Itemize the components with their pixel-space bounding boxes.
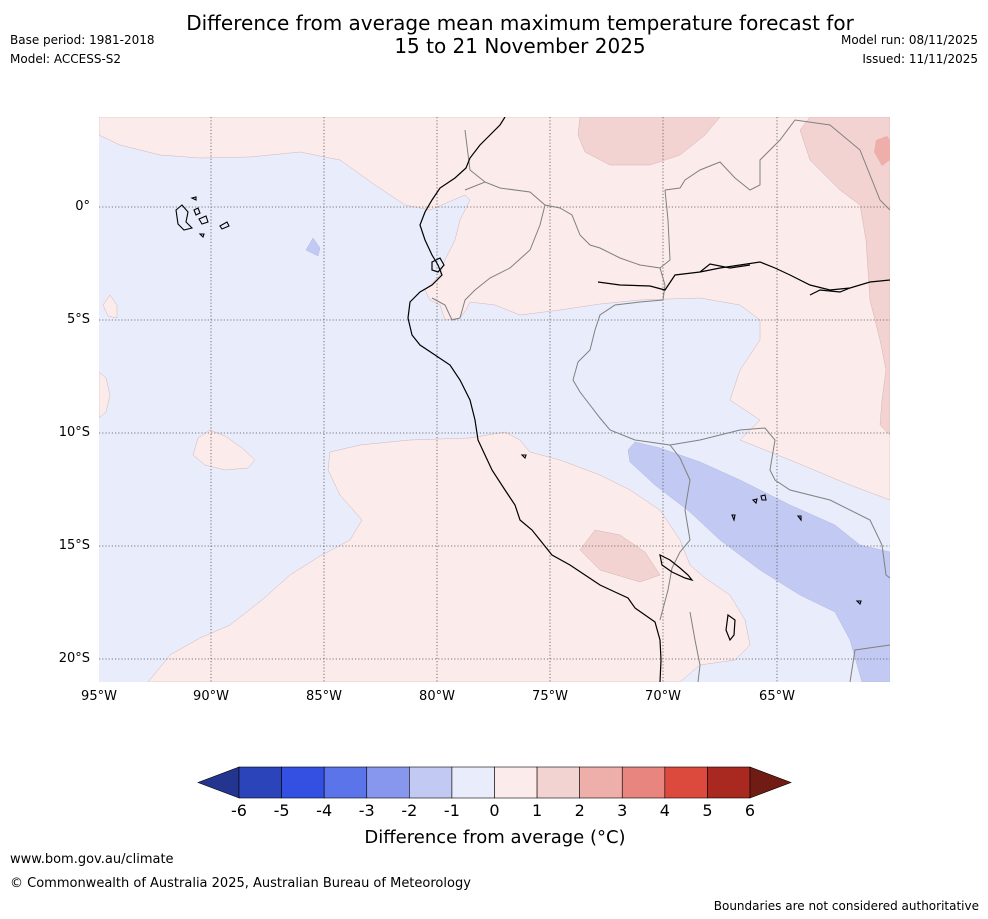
anomaly-warm3-spot xyxy=(874,136,890,166)
x-tick-label: 70°W xyxy=(645,689,681,704)
x-tick-label: 85°W xyxy=(306,689,342,704)
colorbar-segment xyxy=(451,766,495,799)
colorbar-extend-high xyxy=(749,766,792,799)
boundary-disclaimer: Boundaries are not considered authoritat… xyxy=(713,899,979,913)
anomaly-cool-spot xyxy=(305,237,321,257)
anomaly-warm-region-north xyxy=(99,117,890,501)
colorbar-tick-label: 2 xyxy=(574,801,585,820)
colorbar-tick-label: 0 xyxy=(489,801,500,820)
colorbar-segment xyxy=(707,766,751,799)
title-line-1: Difference from average mean maximum tem… xyxy=(186,11,854,35)
colorbar-segment xyxy=(366,766,410,799)
title-line-2: 15 to 21 November 2025 xyxy=(394,34,646,58)
colorbar-segment xyxy=(579,766,623,799)
anomaly-cool-region xyxy=(627,441,890,682)
chart-title: Difference from average mean maximum tem… xyxy=(150,12,890,58)
anomaly-warm-patch xyxy=(192,429,256,471)
colorbar-segment xyxy=(281,766,325,799)
colorbar-segment xyxy=(494,766,538,799)
colorbar-extend-low xyxy=(197,766,240,799)
x-tick-label: 80°W xyxy=(419,689,455,704)
coastlines xyxy=(407,117,890,682)
colorbar-segment xyxy=(621,766,666,799)
colorbar-segment xyxy=(238,766,282,799)
colorbar-label: Difference from average (°C) xyxy=(364,827,626,848)
website-link[interactable]: www.bom.gov.au/climate xyxy=(10,852,174,867)
colorbar-tick-label: -2 xyxy=(401,801,418,820)
colorbar-tick-label: 5 xyxy=(702,801,713,820)
x-tick-label: 95°W xyxy=(81,689,117,704)
colorbar-tick-label: -4 xyxy=(316,801,333,820)
anomaly-warm2-region-south xyxy=(579,529,661,583)
colorbar-tick-label: 6 xyxy=(744,801,756,820)
anomaly-warm2-region-east xyxy=(799,117,890,436)
y-tick-label: 20°S xyxy=(58,651,90,666)
anomaly-warm-region-south xyxy=(147,431,751,682)
colorbar-tick-label: 3 xyxy=(617,801,628,820)
base-period-label: Base period: 1981-2018 xyxy=(10,33,155,47)
colorbar-segment xyxy=(409,766,453,799)
colorbar-segment xyxy=(536,766,580,799)
y-tick-label: 0° xyxy=(75,199,90,214)
anomaly-warm-patch xyxy=(99,371,111,419)
colorbar-tick-label: -5 xyxy=(273,801,290,820)
x-tick-label: 75°W xyxy=(532,689,568,704)
graticule xyxy=(99,117,890,682)
model-label: Model: ACCESS-S2 xyxy=(10,52,122,66)
y-tick-label: 15°S xyxy=(58,538,90,553)
anomaly-warm2-region-north xyxy=(577,117,721,166)
colorbar-tick-label: -6 xyxy=(231,801,247,820)
anomaly-warm-patch xyxy=(102,294,118,319)
y-tick-label: 10°S xyxy=(58,425,90,440)
colorbar-tick-label: -1 xyxy=(443,801,460,820)
colorbar-segment xyxy=(664,766,708,799)
colorbar-tick-label: 1 xyxy=(531,801,543,820)
x-tick-label: 90°W xyxy=(193,689,229,704)
country-borders xyxy=(431,119,890,682)
copyright-text: © Commonwealth of Australia 2025, Austra… xyxy=(10,876,471,891)
colorbar-segment xyxy=(323,766,368,799)
galapagos-islands xyxy=(175,196,862,606)
colorbar-tick-label: 4 xyxy=(659,801,670,820)
colorbar-tick-label: -3 xyxy=(358,801,375,820)
y-tick-label: 5°S xyxy=(66,312,90,327)
model-run-label: Model run: 08/11/2025 xyxy=(840,33,978,47)
x-tick-label: 65°W xyxy=(759,689,795,704)
issued-label: Issued: 11/11/2025 xyxy=(862,52,978,66)
